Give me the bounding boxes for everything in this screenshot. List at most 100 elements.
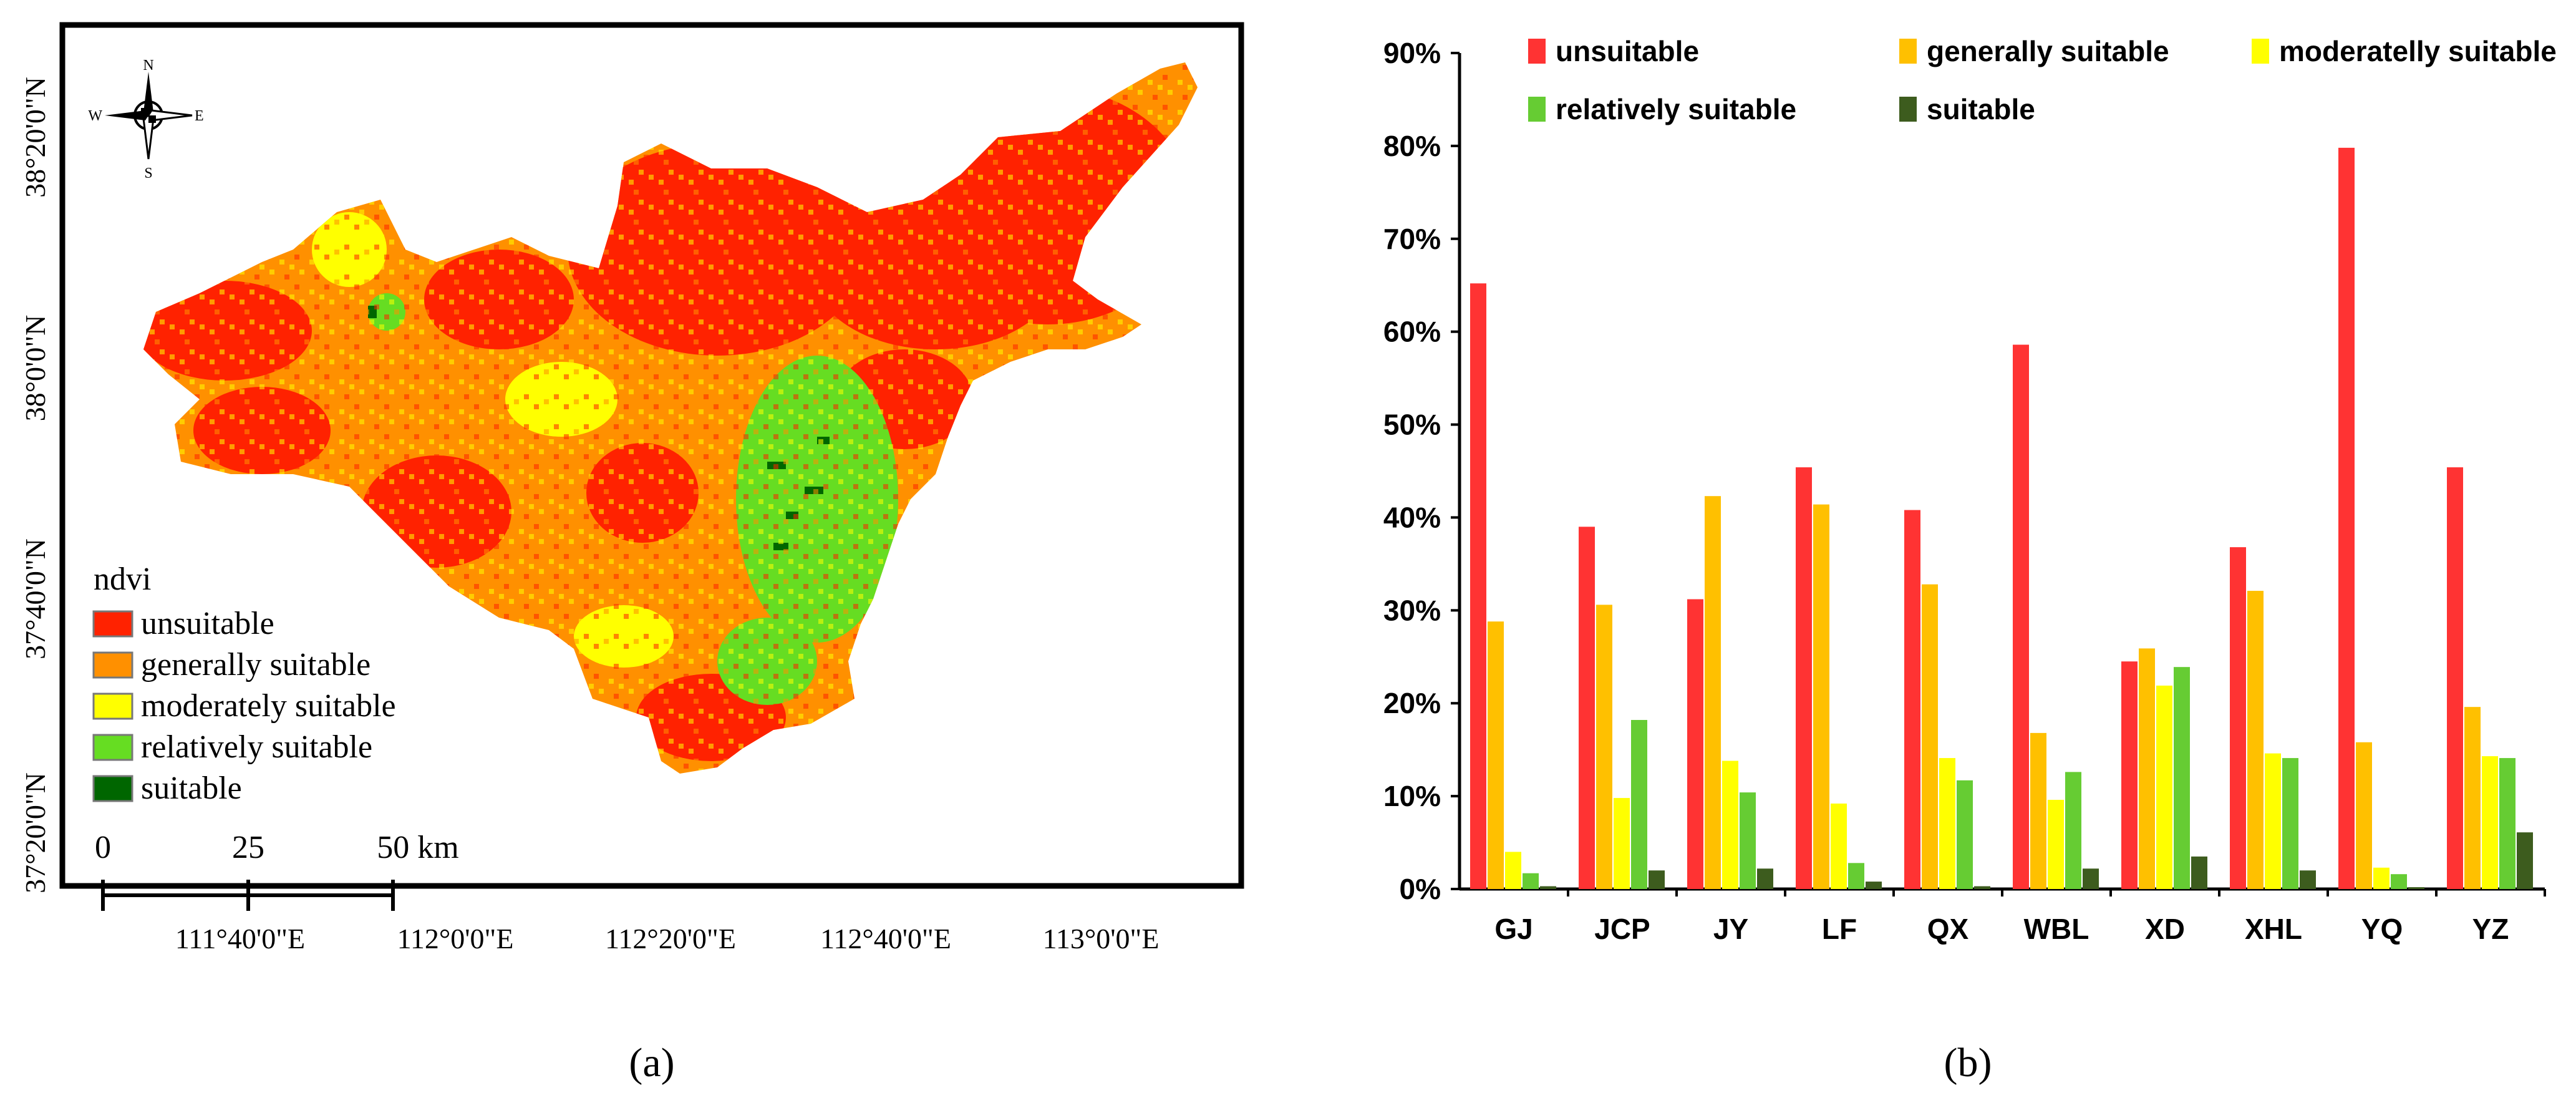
y-tick-label: 70% (1383, 223, 1441, 255)
bar-gj-s3 (1523, 873, 1539, 889)
bar-jy-s4 (1757, 868, 1773, 889)
lat-label-4: 37°20'0"N (19, 772, 51, 893)
legend-swatch (1528, 39, 1546, 64)
x-tick-label: YQ (2361, 913, 2403, 945)
bar-xd-s4 (2191, 856, 2207, 889)
compass-w-label: W (88, 108, 102, 124)
bar-qx-s0 (1904, 510, 1920, 889)
scale-bar: 0 25 50 km (95, 830, 459, 911)
bar-jy-s1 (1705, 496, 1721, 889)
bar-jcp-s2 (1614, 798, 1630, 889)
map-legend-label: unsuitable (141, 606, 274, 641)
map-legend-swatch (92, 734, 133, 761)
bar-lf-s3 (1848, 863, 1864, 889)
lon-label-2: 112°0'0"E (397, 923, 514, 955)
x-tick-label: JCP (1594, 913, 1650, 945)
bar-gj-s4 (1540, 886, 1556, 889)
legend-swatch (2252, 39, 2269, 64)
chart-bars (1470, 147, 2533, 889)
lat-label-2: 38°0'0"N (19, 315, 51, 422)
bar-yq-s0 (2338, 147, 2355, 889)
bar-wbl-s4 (2083, 868, 2099, 889)
legend-label: unsuitable (1556, 35, 1699, 67)
legend-swatch (1899, 97, 1917, 122)
compass-s-label: S (144, 165, 152, 182)
legend-label: relatively suitable (1556, 93, 1796, 125)
bar-jy-s3 (1740, 792, 1756, 889)
bar-gj-s1 (1488, 621, 1504, 889)
map-legend: ndvi unsuitable generally suitable moderat… (92, 561, 396, 806)
bar-yq-s1 (2356, 742, 2372, 889)
bar-xhl-s4 (2300, 870, 2316, 889)
bar-xhl-s0 (2230, 547, 2246, 889)
x-tick-label: XD (2145, 913, 2185, 945)
map-legend-swatch (92, 651, 133, 679)
y-tick-label: 90% (1383, 37, 1441, 69)
lon-label-3: 112°20'0"E (605, 923, 736, 955)
bar-jy-s2 (1722, 761, 1738, 889)
x-tick-label: YZ (2472, 913, 2509, 945)
lon-label-5: 113°0'0"E (1043, 923, 1160, 955)
bar-lf-s1 (1813, 504, 1829, 889)
lat-label-3: 37°40'0"N (19, 538, 51, 659)
bar-jcp-s1 (1596, 605, 1612, 889)
map-legend-swatch (92, 610, 133, 638)
bar-jcp-s0 (1579, 527, 1595, 889)
bar-qx-s2 (1939, 758, 1955, 889)
x-tick-label: GJ (1494, 913, 1533, 945)
bar-yz-s2 (2482, 756, 2498, 889)
bar-xhl-s1 (2247, 591, 2264, 889)
map-legend-label: relatively suitable (141, 729, 372, 765)
bar-xd-s2 (2156, 685, 2172, 889)
panel-b-chart: 0% 10% 20% 30% 40% 50% 60% 70% 80% 90% GJ JCP JY LF QX… (1383, 35, 2557, 1086)
bar-gj-s2 (1505, 852, 1521, 889)
bar-xd-s3 (2174, 667, 2190, 889)
bar-yz-s4 (2517, 832, 2533, 889)
bar-xhl-s2 (2265, 753, 2281, 889)
legend-label: moderatelly suitable (2279, 35, 2557, 67)
map-legend-swatch (92, 775, 133, 802)
caption-b: (b) (1944, 1040, 1992, 1086)
bar-lf-s2 (1831, 804, 1847, 889)
bar-yq-s4 (2408, 887, 2424, 889)
bar-jcp-s4 (1649, 870, 1665, 889)
chart-legend: unsuitable generally suitable moderatelly … (1528, 35, 2557, 125)
y-tick-label: 30% (1383, 594, 1441, 626)
bar-yq-s2 (2373, 867, 2390, 889)
bar-yz-s0 (2447, 467, 2463, 889)
y-tick-label: 20% (1383, 687, 1441, 719)
compass-n-label: N (143, 57, 153, 74)
scale-label-25: 25 (232, 830, 264, 865)
scale-label-0: 0 (95, 830, 111, 865)
bar-yz-s3 (2499, 758, 2515, 889)
map-legend-title: ndvi (94, 561, 151, 597)
x-tick-label: LF (1822, 913, 1857, 945)
bar-wbl-s1 (2030, 732, 2046, 889)
lat-label-1: 38°20'0"N (19, 77, 51, 198)
bar-qx-s3 (1957, 780, 1973, 889)
bar-qx-s4 (1974, 886, 1990, 889)
y-tick-label: 50% (1383, 409, 1441, 441)
y-tick-label: 0% (1400, 873, 1441, 905)
north-arrow-icon: N S W E (88, 57, 203, 182)
bar-xhl-s3 (2282, 758, 2298, 889)
bar-wbl-s3 (2065, 772, 2081, 889)
chart-axes: 0% 10% 20% 30% 40% 50% 60% 70% 80% 90% GJ JCP JY LF QX… (1383, 37, 2546, 945)
y-tick-label: 60% (1383, 316, 1441, 348)
legend-swatch (1528, 97, 1546, 122)
y-tick-label: 10% (1383, 780, 1441, 812)
legend-swatch (1899, 39, 1917, 64)
bar-lf-s4 (1866, 882, 1882, 889)
y-tick-label: 40% (1383, 501, 1441, 533)
bar-yq-s3 (2391, 874, 2407, 889)
bar-jy-s0 (1687, 599, 1703, 889)
bar-gj-s0 (1470, 283, 1486, 889)
bar-xd-s1 (2139, 648, 2155, 889)
legend-label: generally suitable (1927, 35, 2169, 67)
bar-jcp-s3 (1631, 720, 1647, 889)
latitude-labels: 38°20'0"N 38°0'0"N 37°40'0"N 37°20'0"N (19, 77, 51, 893)
legend-label: suitable (1927, 93, 2035, 125)
x-tick-label: QX (1927, 913, 1969, 945)
